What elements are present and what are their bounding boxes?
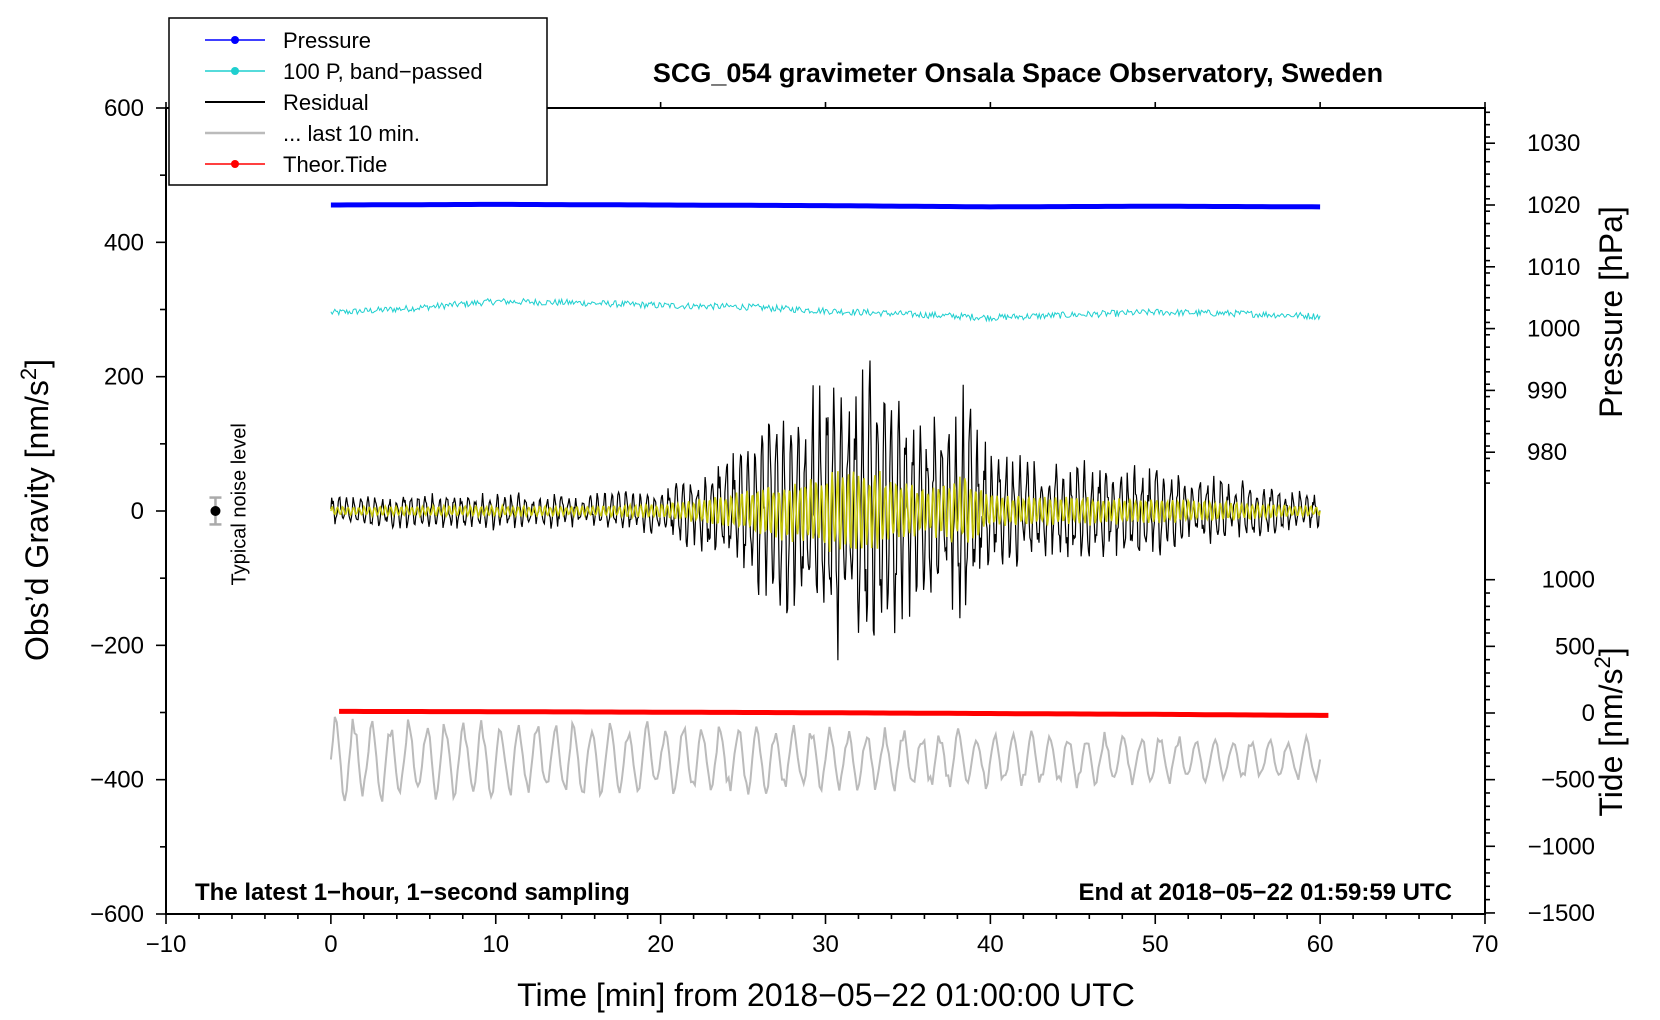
y-tick-label: −400 <box>90 767 144 794</box>
tide-tick-label: −500 <box>1541 767 1595 794</box>
pressure-line <box>330 201 1321 210</box>
x-tick-label: 0 <box>324 931 337 958</box>
tide-tick-label: 1000 <box>1542 567 1595 594</box>
y-tick-label: 600 <box>104 95 144 122</box>
legend-item-pressure: Pressure <box>205 28 371 53</box>
x-axis-title: Time [min] from 2018−05−22 01:00:00 UTC <box>517 977 1135 1013</box>
x-tick-label: 70 <box>1472 931 1499 958</box>
legend-item-tide: Theor.Tide <box>205 152 387 177</box>
legend-label-tide: Theor.Tide <box>283 152 387 177</box>
legend-label-residual: Residual <box>283 90 369 115</box>
y-axis-title-tide: Tide [nm/s2] <box>1590 647 1629 816</box>
y-axis-title-gravity: Obs’d Gravity [nm/s2] <box>16 359 55 661</box>
y-tick-label: 0 <box>131 498 144 525</box>
x-tick-label: 60 <box>1307 931 1334 958</box>
legend-item-band-passed: 100 P, band−passed <box>205 59 483 84</box>
legend-label-pressure: Pressure <box>283 28 371 53</box>
x-tick-label: 40 <box>977 931 1004 958</box>
note-sampling: The latest 1−hour, 1−second sampling <box>195 879 630 906</box>
noise-level-indicator: Typical noise level <box>209 423 250 585</box>
axis-ticks: −10 0 10 20 30 40 50 60 70−600−400−2000200400600… <box>90 95 1595 958</box>
residual-lowpass-line <box>330 470 1321 553</box>
legend-label-last-10-min: ... last 10 min. <box>283 121 420 146</box>
tide-tick-label: 500 <box>1555 633 1595 660</box>
x-tick-label: 10 <box>482 931 509 958</box>
pressure-tick-label: 990 <box>1527 377 1567 404</box>
y-tick-label: −200 <box>90 632 144 659</box>
note-end-time: End at 2018−05−22 01:59:59 UTC <box>1078 879 1452 906</box>
tide-tick-label: −1500 <box>1528 900 1595 927</box>
x-tick-label: 20 <box>647 931 674 958</box>
x-tick-label: 30 <box>812 931 839 958</box>
tide-tick-label: 0 <box>1582 700 1595 727</box>
y-tick-label: 400 <box>104 229 144 256</box>
noise-label: Typical noise level <box>228 423 250 585</box>
legend-item-residual: Residual <box>205 90 369 115</box>
x-tick-label: 50 <box>1142 931 1169 958</box>
pressure-tick-label: 1020 <box>1527 192 1580 219</box>
series-layer <box>329 201 1329 802</box>
pressure-tick-label: 1010 <box>1527 254 1580 281</box>
y-axis-title-pressure: Pressure [hPa] <box>1593 206 1629 418</box>
tide-tick-label: −1000 <box>1528 833 1595 860</box>
legend: Pressure 100 P, band−passed Residual ...… <box>168 17 548 186</box>
legend-item-last-10-min: ... last 10 min. <box>205 121 420 146</box>
chart-title: SCG_054 gravimeter Onsala Space Observat… <box>653 58 1383 88</box>
legend-label-band-passed: 100 P, band−passed <box>283 59 483 84</box>
pressure-tick-label: 1030 <box>1527 130 1580 157</box>
y-tick-label: −600 <box>90 901 144 928</box>
band-passed-line <box>330 297 1321 323</box>
pressure-tick-label: 1000 <box>1527 316 1580 343</box>
tide-line <box>339 708 1329 718</box>
noise-point <box>210 506 221 516</box>
pressure-tick-label: 980 <box>1527 439 1567 466</box>
x-tick-label: −10 <box>146 931 187 958</box>
last-10-min-line <box>329 716 1322 802</box>
y-tick-label: 200 <box>104 364 144 391</box>
